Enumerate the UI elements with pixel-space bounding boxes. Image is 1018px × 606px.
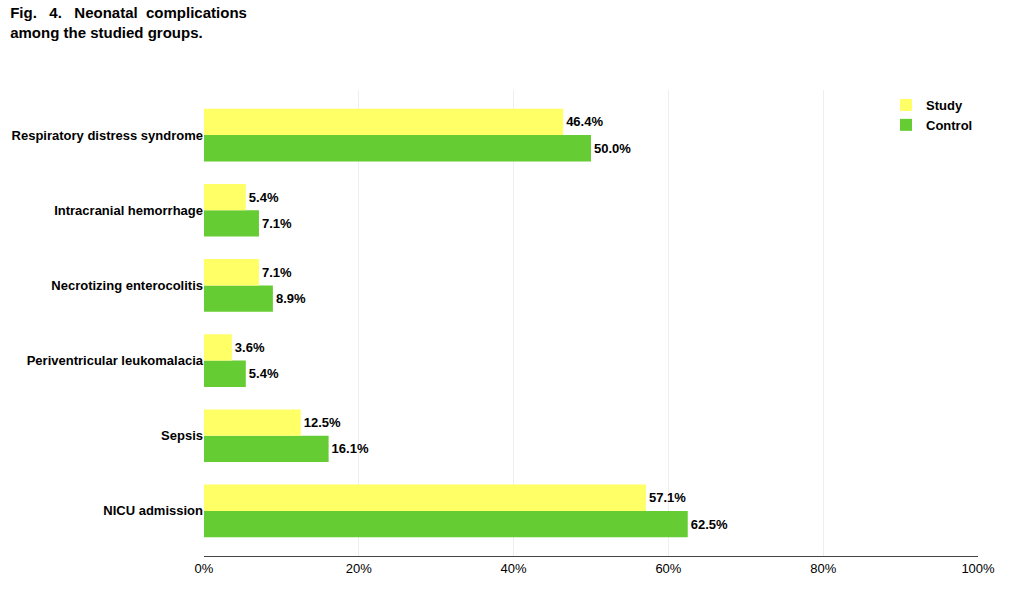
svg-text:3.6%: 3.6% <box>235 340 265 355</box>
svg-text:Respiratory distress syndrome: Respiratory distress syndrome <box>12 128 203 143</box>
svg-text:7.1%: 7.1% <box>262 216 292 231</box>
svg-text:Sepsis: Sepsis <box>161 428 203 443</box>
svg-text:50.0%: 50.0% <box>594 141 631 156</box>
svg-text:8.9%: 8.9% <box>276 291 306 306</box>
svg-text:0%: 0% <box>195 561 214 576</box>
svg-text:Necrotizing enterocolitis: Necrotizing enterocolitis <box>51 278 203 293</box>
svg-text:Fig. 4. Neonatal complica: Fig. 4. Neonatal complicationsamong the … <box>10 4 247 41</box>
svg-text:16.1%: 16.1% <box>332 441 369 456</box>
svg-text:62.5%: 62.5% <box>691 517 728 532</box>
svg-text:5.4%: 5.4% <box>249 366 279 381</box>
svg-text:60%: 60% <box>655 561 681 576</box>
svg-text:40%: 40% <box>501 561 527 576</box>
svg-text:57.1%: 57.1% <box>649 490 686 505</box>
svg-text:Study: Study <box>926 98 963 113</box>
svg-text:5.4%: 5.4% <box>249 190 279 205</box>
svg-text:7.1%: 7.1% <box>262 265 292 280</box>
svg-text:NICU admission: NICU admission <box>103 503 203 518</box>
svg-text:Intracranial hemorrhage: Intracranial hemorrhage <box>54 203 203 218</box>
svg-text:Control: Control <box>926 118 972 133</box>
svg-text:46.4%: 46.4% <box>566 114 603 129</box>
svg-text:80%: 80% <box>810 561 836 576</box>
svg-text:12.5%: 12.5% <box>304 415 341 430</box>
svg-text:Periventricular leukomalacia: Periventricular leukomalacia <box>27 353 204 368</box>
svg-text:100%: 100% <box>961 561 995 576</box>
svg-text:20%: 20% <box>346 561 372 576</box>
